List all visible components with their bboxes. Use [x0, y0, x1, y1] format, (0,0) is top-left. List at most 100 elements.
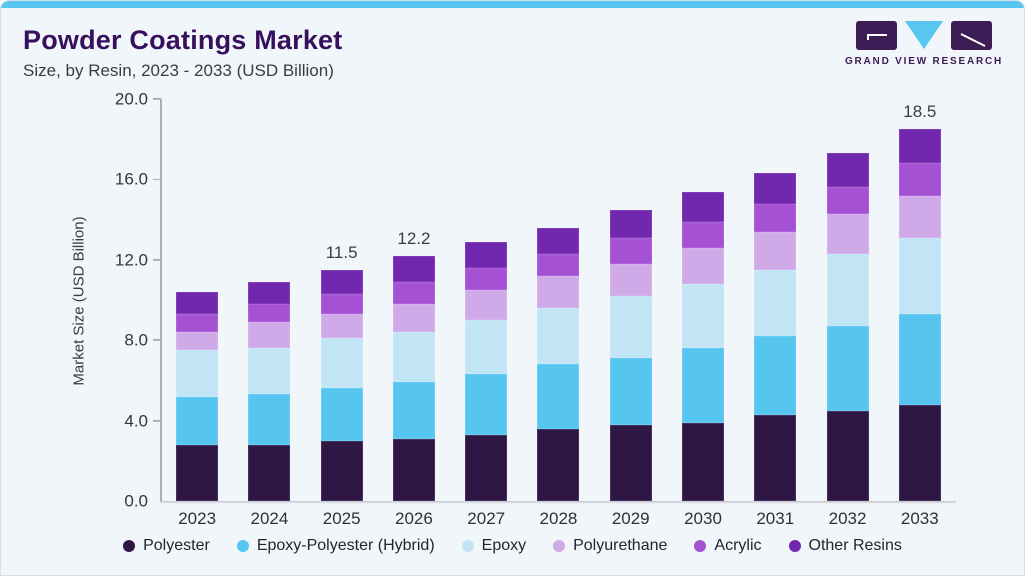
page-title: Powder Coatings Market: [23, 25, 343, 55]
plot-area: 11.5 12.2 18.5 2023 2024 2025 2026 2027 2028 202…: [115, 91, 956, 528]
bar-segment: [320, 440, 363, 501]
stacked-bar-2029: [609, 99, 652, 501]
bar-segment: [826, 187, 869, 214]
bar-segment: [248, 281, 291, 305]
bar-segment: [176, 444, 219, 501]
legend-marker-icon: [461, 540, 474, 552]
x-tick-label: 2030: [684, 509, 722, 528]
stacked-bar-2023: [176, 99, 219, 501]
bar-segment: [248, 348, 291, 395]
x-tick-label: 2032: [828, 509, 867, 528]
legend-marker-icon: [236, 540, 249, 552]
x-tick-label: 2024: [250, 509, 289, 528]
y-tick-label: 12.0: [114, 250, 148, 270]
bar-segment: [392, 332, 435, 383]
y-axis-line: [160, 99, 162, 501]
y-tick-mark: [153, 339, 161, 342]
bar-segment: [826, 410, 869, 501]
y-tick-label: 20.0: [114, 89, 148, 109]
legend-item: Epoxy-Polyester (Hybrid): [236, 537, 435, 555]
bar-segment: [176, 332, 219, 351]
legend-label: Acrylic: [714, 537, 762, 554]
legend-item: Polyurethane: [553, 537, 667, 555]
bar-slot-2029: [595, 99, 667, 501]
bar-segment: [754, 414, 797, 501]
stacked-bar-2025: 11.5: [320, 99, 363, 501]
stacked-bar-2033: 18.5: [898, 99, 941, 501]
stacked-bar-2027: [465, 99, 508, 501]
x-tick-label: 2026: [395, 509, 433, 528]
bar-slot-2033: 18.5: [884, 99, 956, 501]
bar-segment: [537, 308, 580, 365]
bar-segment: [465, 267, 508, 290]
x-tick-label: 2023: [178, 509, 217, 528]
bar-segment: [320, 314, 363, 339]
x-axis-labels: 2023 2024 2025 2026 2027 2028 2029 2030 2031 2032…: [161, 501, 956, 529]
y-tick-label: 16.0: [114, 169, 148, 189]
gvr-logo-marks: [844, 21, 1004, 51]
y-tick-mark: [153, 98, 161, 100]
bar-segment: [537, 253, 580, 276]
bar-segment: [826, 153, 869, 188]
bar-segment: [392, 304, 435, 333]
x-tick-label: 2029: [611, 509, 650, 528]
y-tick-label: 8.0: [124, 330, 148, 350]
bar-value-label: 12.2: [397, 228, 431, 248]
y-axis-title: Market Size (USD Billion): [70, 216, 88, 386]
bar-segment: [248, 304, 291, 323]
bar-segment: [465, 434, 508, 501]
bar-segment: [681, 348, 724, 423]
y-tick-label: 4.0: [124, 411, 148, 431]
bar-segment: [320, 269, 363, 294]
bar-slot-2030: [667, 99, 739, 501]
x-tick-label: 2028: [539, 509, 578, 528]
bar-segment: [898, 314, 941, 405]
bars-container: 11.5 12.2 18.5: [161, 99, 956, 501]
top-accent-bar: [1, 1, 1024, 8]
stacked-bar-2032: [826, 99, 869, 501]
bar-slot-2028: [522, 99, 594, 501]
legend-marker-icon: [123, 540, 136, 552]
bar-slot-2023: [161, 99, 233, 501]
bar-segment: [754, 336, 797, 415]
bar-segment: [392, 281, 435, 305]
legend-item: Acrylic: [694, 537, 762, 555]
bar-segment: [609, 263, 652, 296]
bar-segment: [248, 394, 291, 445]
x-tick-label: 2025: [322, 509, 361, 528]
y-tick-mark: [153, 258, 161, 261]
bar-segment: [537, 227, 580, 254]
bar-segment: [826, 253, 869, 327]
gvr-logo-g-mark: [856, 21, 897, 50]
y-tick-mark: [153, 419, 161, 422]
legend-item: Epoxy: [461, 537, 527, 555]
legend: Polyester Epoxy-Polyester (Hybrid) Epoxy Po…: [1, 537, 1024, 555]
stacked-bar-2028: [537, 99, 580, 501]
legend-label: Epoxy: [481, 537, 527, 554]
x-axis-line: [160, 500, 956, 502]
legend-marker-icon: [694, 540, 707, 552]
bar-segment: [681, 191, 724, 222]
bar-segment: [609, 424, 652, 501]
bar-slot-2032: [811, 99, 883, 501]
bar-segment: [176, 396, 219, 445]
bar-slot-2027: [450, 99, 522, 501]
bar-value-label: 11.5: [325, 242, 358, 262]
bar-segment: [320, 294, 363, 315]
bar-segment: [898, 237, 941, 315]
bar-segment: [898, 163, 941, 196]
bar-slot-2026: 12.2: [378, 99, 450, 501]
stacked-bar-2030: [681, 99, 724, 501]
gvr-logo-text: GRAND VIEW RESEARCH: [844, 56, 1004, 67]
bar-segment: [898, 195, 941, 238]
bar-segment: [320, 338, 363, 389]
gvr-logo-r-mark: [951, 21, 992, 50]
bar-segment: [681, 221, 724, 248]
bar-segment: [681, 422, 724, 501]
legend-label: Epoxy-Polyester (Hybrid): [256, 537, 435, 554]
x-tick-label: 2027: [467, 509, 506, 528]
bar-segment: [754, 269, 797, 337]
bar-segment: [465, 241, 508, 268]
bar-slot-2031: [739, 99, 811, 501]
